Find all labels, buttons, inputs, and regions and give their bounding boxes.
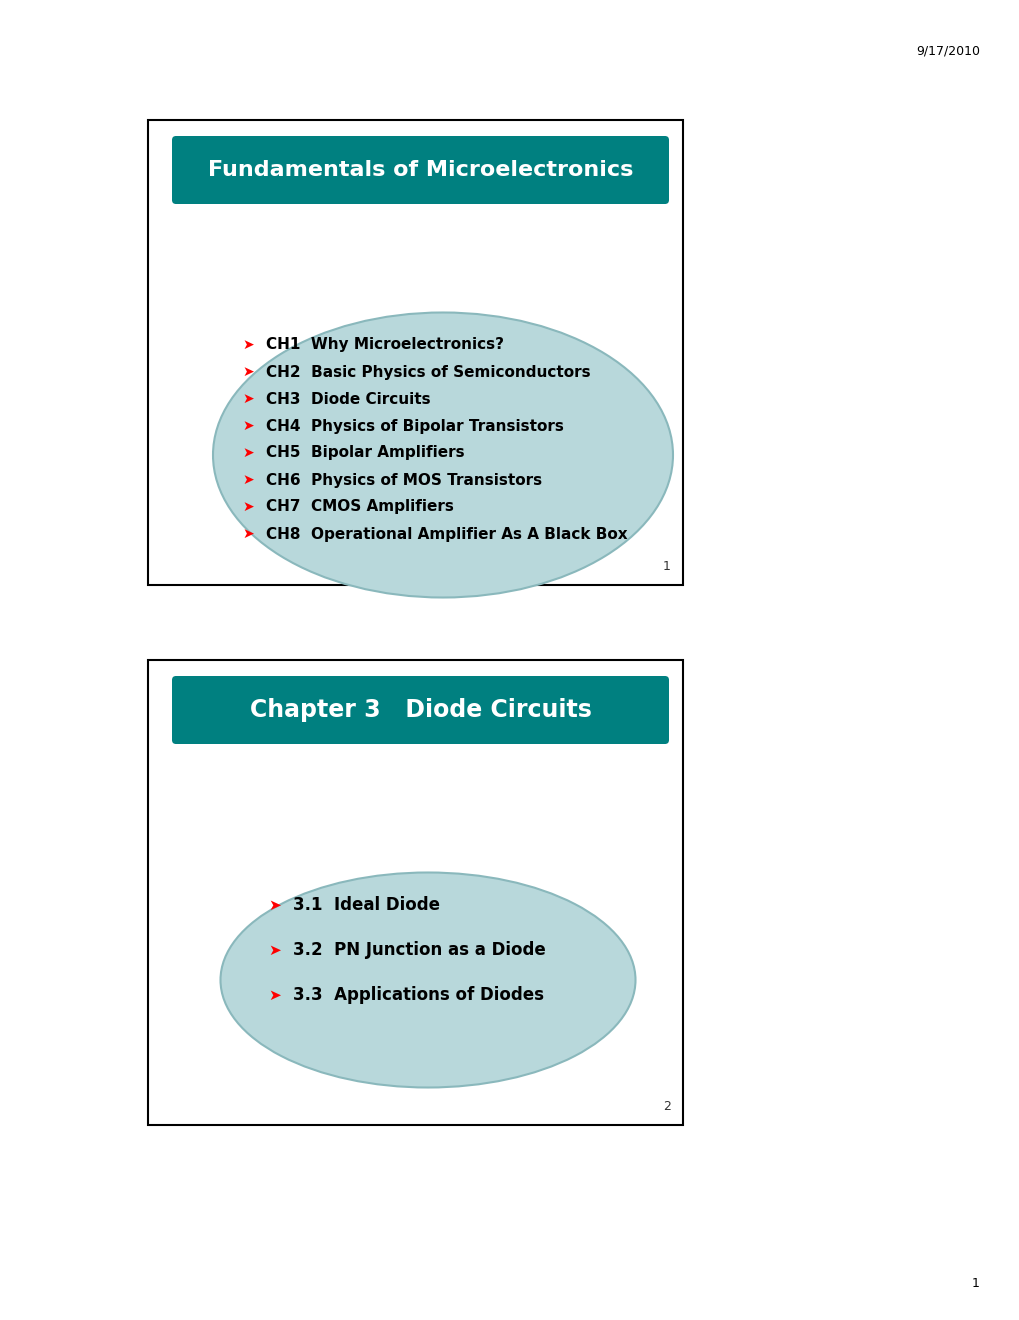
Text: 3.3  Applications of Diodes: 3.3 Applications of Diodes (292, 986, 543, 1005)
Text: ➤: ➤ (268, 942, 281, 957)
Text: ➤: ➤ (268, 898, 281, 912)
Text: CH7  CMOS Amplifiers: CH7 CMOS Amplifiers (266, 499, 453, 515)
Text: 1: 1 (662, 560, 671, 573)
Text: ➤: ➤ (242, 446, 254, 459)
Text: ➤: ➤ (242, 418, 254, 433)
Text: CH5  Bipolar Amplifiers: CH5 Bipolar Amplifiers (266, 446, 465, 461)
Text: ➤: ➤ (242, 392, 254, 407)
Text: Chapter 3   Diode Circuits: Chapter 3 Diode Circuits (250, 698, 591, 722)
Text: 2: 2 (662, 1100, 671, 1113)
Text: CH4  Physics of Bipolar Transistors: CH4 Physics of Bipolar Transistors (266, 418, 564, 433)
Text: ➤: ➤ (242, 338, 254, 352)
Text: CH8  Operational Amplifier As A Black Box: CH8 Operational Amplifier As A Black Box (266, 527, 627, 541)
Text: 3.2  PN Junction as a Diode: 3.2 PN Junction as a Diode (292, 941, 545, 960)
Text: ➤: ➤ (242, 473, 254, 487)
FancyBboxPatch shape (148, 120, 683, 585)
Text: 9/17/2010: 9/17/2010 (915, 45, 979, 58)
Ellipse shape (213, 313, 673, 598)
FancyBboxPatch shape (172, 136, 668, 205)
Text: ➤: ➤ (242, 500, 254, 513)
Text: CH6  Physics of MOS Transistors: CH6 Physics of MOS Transistors (266, 473, 541, 487)
Text: 3.1  Ideal Diode: 3.1 Ideal Diode (292, 896, 439, 913)
FancyBboxPatch shape (148, 660, 683, 1125)
FancyBboxPatch shape (172, 676, 668, 744)
Text: ➤: ➤ (268, 987, 281, 1002)
Text: CH1  Why Microelectronics?: CH1 Why Microelectronics? (266, 338, 503, 352)
Text: CH3  Diode Circuits: CH3 Diode Circuits (266, 392, 430, 407)
Text: ➤: ➤ (242, 527, 254, 541)
Text: 1: 1 (971, 1276, 979, 1290)
Text: ➤: ➤ (242, 366, 254, 379)
Text: CH2  Basic Physics of Semiconductors: CH2 Basic Physics of Semiconductors (266, 364, 590, 380)
Ellipse shape (220, 873, 635, 1088)
Text: Fundamentals of Microelectronics: Fundamentals of Microelectronics (208, 160, 633, 180)
